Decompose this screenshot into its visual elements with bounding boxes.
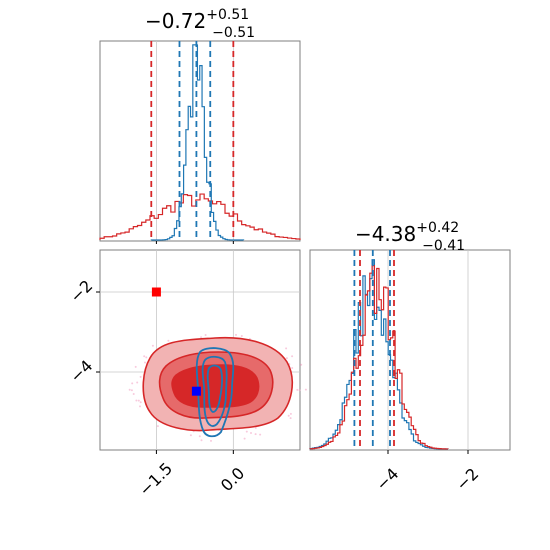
- scatter-point: [285, 347, 288, 350]
- scatter-point: [156, 425, 159, 428]
- scatter-point: [198, 435, 201, 438]
- scatter-point: [285, 357, 288, 360]
- panel1-blue-histogram: [151, 44, 244, 241]
- y-tick-label: −2: [66, 276, 96, 306]
- scatter-point: [287, 414, 290, 417]
- scatter-point: [298, 389, 301, 392]
- panel3-title-value: −4.38: [355, 222, 416, 246]
- scatter-point: [131, 382, 134, 385]
- y-tick-label: −4: [66, 356, 96, 386]
- panel1-title: −0.72+0.51 −0.51: [145, 7, 255, 41]
- scatter-point: [135, 399, 138, 402]
- scatter-point: [145, 356, 148, 359]
- scatter-point: [139, 375, 142, 378]
- scatter-point: [139, 401, 142, 404]
- estimate-marker-blue: [191, 386, 201, 396]
- scatter-point: [200, 439, 203, 442]
- panel3-quantile-lines: [353, 250, 395, 450]
- panel3-title-minus: −0.41: [422, 238, 465, 254]
- scatter-point: [151, 344, 154, 347]
- scatter-point: [300, 363, 303, 366]
- scatter-point: [134, 365, 137, 368]
- panel2-red-contours: [142, 336, 294, 432]
- panel1-quantile-lines: [150, 41, 235, 241]
- scatter-point: [167, 339, 170, 342]
- scatter-point: [200, 336, 203, 339]
- panel3-title: −4.38+0.42 −0.41: [355, 220, 465, 254]
- scatter-point: [254, 433, 257, 436]
- true-value-marker-red: [151, 287, 161, 297]
- panel-param2-histogram: −4.38+0.42 −0.41: [309, 220, 511, 451]
- scatter-point: [189, 434, 192, 437]
- scatter-point: [304, 388, 307, 391]
- panel3-red-histogram: [309, 265, 449, 450]
- scatter-point: [210, 439, 212, 442]
- panel1-title-plus: +0.51: [206, 7, 249, 23]
- scatter-point: [136, 381, 139, 384]
- blue-contour-inner: [206, 364, 223, 413]
- scatter-point: [296, 388, 299, 391]
- x-tick-label: 0.0: [217, 464, 248, 495]
- x-tick-label: −1.5: [135, 459, 176, 500]
- x-tick-label: −2: [452, 464, 482, 494]
- x-tick-label: −4: [372, 464, 402, 494]
- panel2-y-ticks: −2 −4: [66, 276, 100, 386]
- scatter-point: [235, 333, 237, 336]
- scatter-point: [245, 430, 248, 433]
- panel1-red-histogram: [99, 193, 301, 240]
- scatter-point: [291, 367, 294, 369]
- scatter-point: [204, 334, 207, 336]
- panel1-title-minus: −0.51: [212, 25, 255, 41]
- blue-contour-middle: [201, 355, 228, 427]
- scatter-point: [254, 426, 257, 429]
- scatter-point: [250, 432, 252, 434]
- scatter-point: [291, 355, 294, 358]
- scatter-point: [143, 355, 146, 358]
- scatter-point: [289, 417, 292, 420]
- scatter-point: [243, 437, 246, 440]
- scatter-point: [259, 433, 262, 436]
- scatter-point: [139, 405, 141, 408]
- red-contour-inner: [171, 364, 260, 408]
- panel3-title-plus: +0.42: [416, 220, 459, 236]
- panel1-title-value: −0.72: [145, 9, 206, 33]
- scatter-point: [130, 389, 133, 392]
- scatter-point: [128, 388, 131, 391]
- scatter-point: [132, 393, 135, 395]
- scatter-point: [289, 412, 292, 415]
- scatter-point: [144, 361, 146, 364]
- scatter-point: [137, 399, 140, 402]
- panel-joint-contour: −2 −4: [66, 249, 307, 451]
- scatter-point: [240, 335, 243, 337]
- panel-param1-histogram: −0.72+0.51 −0.51: [99, 7, 301, 242]
